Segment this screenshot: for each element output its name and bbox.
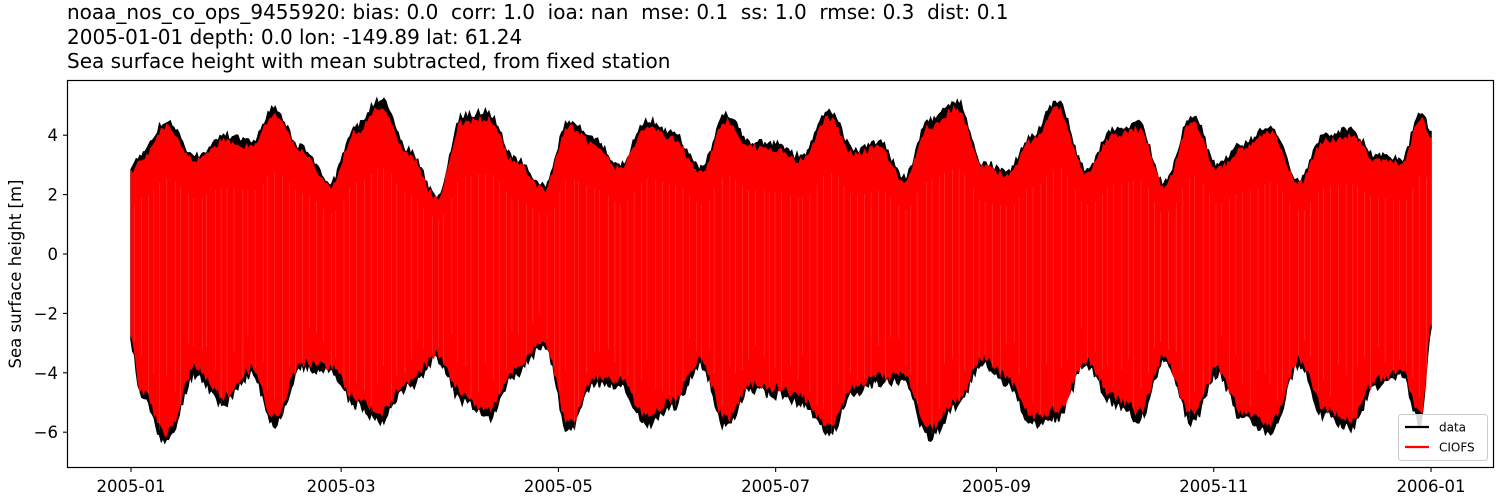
y-tick-label: 0 (48, 245, 59, 264)
y-tick-label: −2 (34, 304, 58, 323)
x-tick-label: 2005-03 (307, 477, 376, 496)
x-axis-ticks: 2005-01 2005-03 2005-05 2005-07 2005-09 2005-… (97, 467, 1466, 496)
series-ciofs (130, 104, 1432, 438)
legend-label-data: data (1439, 421, 1466, 435)
y-tick-label: −4 (34, 364, 58, 383)
title-location-line: 2005-01-01 depth: 0.0 lon: -149.89 lat: … (67, 24, 523, 49)
x-tick-label: 2005-05 (524, 477, 593, 496)
title-metrics-line: noaa_nos_co_ops_9455920: bias: 0.0 corr:… (67, 0, 1009, 24)
axes-frame (66, 79, 1495, 469)
y-axis-label: Sea surface height [m] (6, 180, 25, 369)
x-tick-label: 2006-01 (1397, 477, 1466, 496)
chart-title: noaa_nos_co_ops_9455920: bias: 0.0 corr:… (67, 0, 1009, 74)
series-layer (130, 96, 1432, 445)
legend-label-ciofs: CIOFS (1439, 441, 1475, 455)
y-tick-label: 4 (48, 126, 59, 145)
x-tick-label: 2005-09 (962, 477, 1031, 496)
x-tick-label: 2005-07 (741, 477, 810, 496)
x-tick-label: 2005-11 (1179, 477, 1248, 496)
y-axis-ticks: 4 2 0 −2 −4 −6 (34, 126, 68, 442)
legend: data CIOFS (1398, 414, 1488, 461)
x-tick-label: 2005-01 (97, 477, 166, 496)
y-tick-label: −6 (34, 423, 58, 442)
y-tick-label: 2 (48, 186, 59, 205)
title-description-line: Sea surface height with mean subtracted,… (67, 49, 671, 73)
